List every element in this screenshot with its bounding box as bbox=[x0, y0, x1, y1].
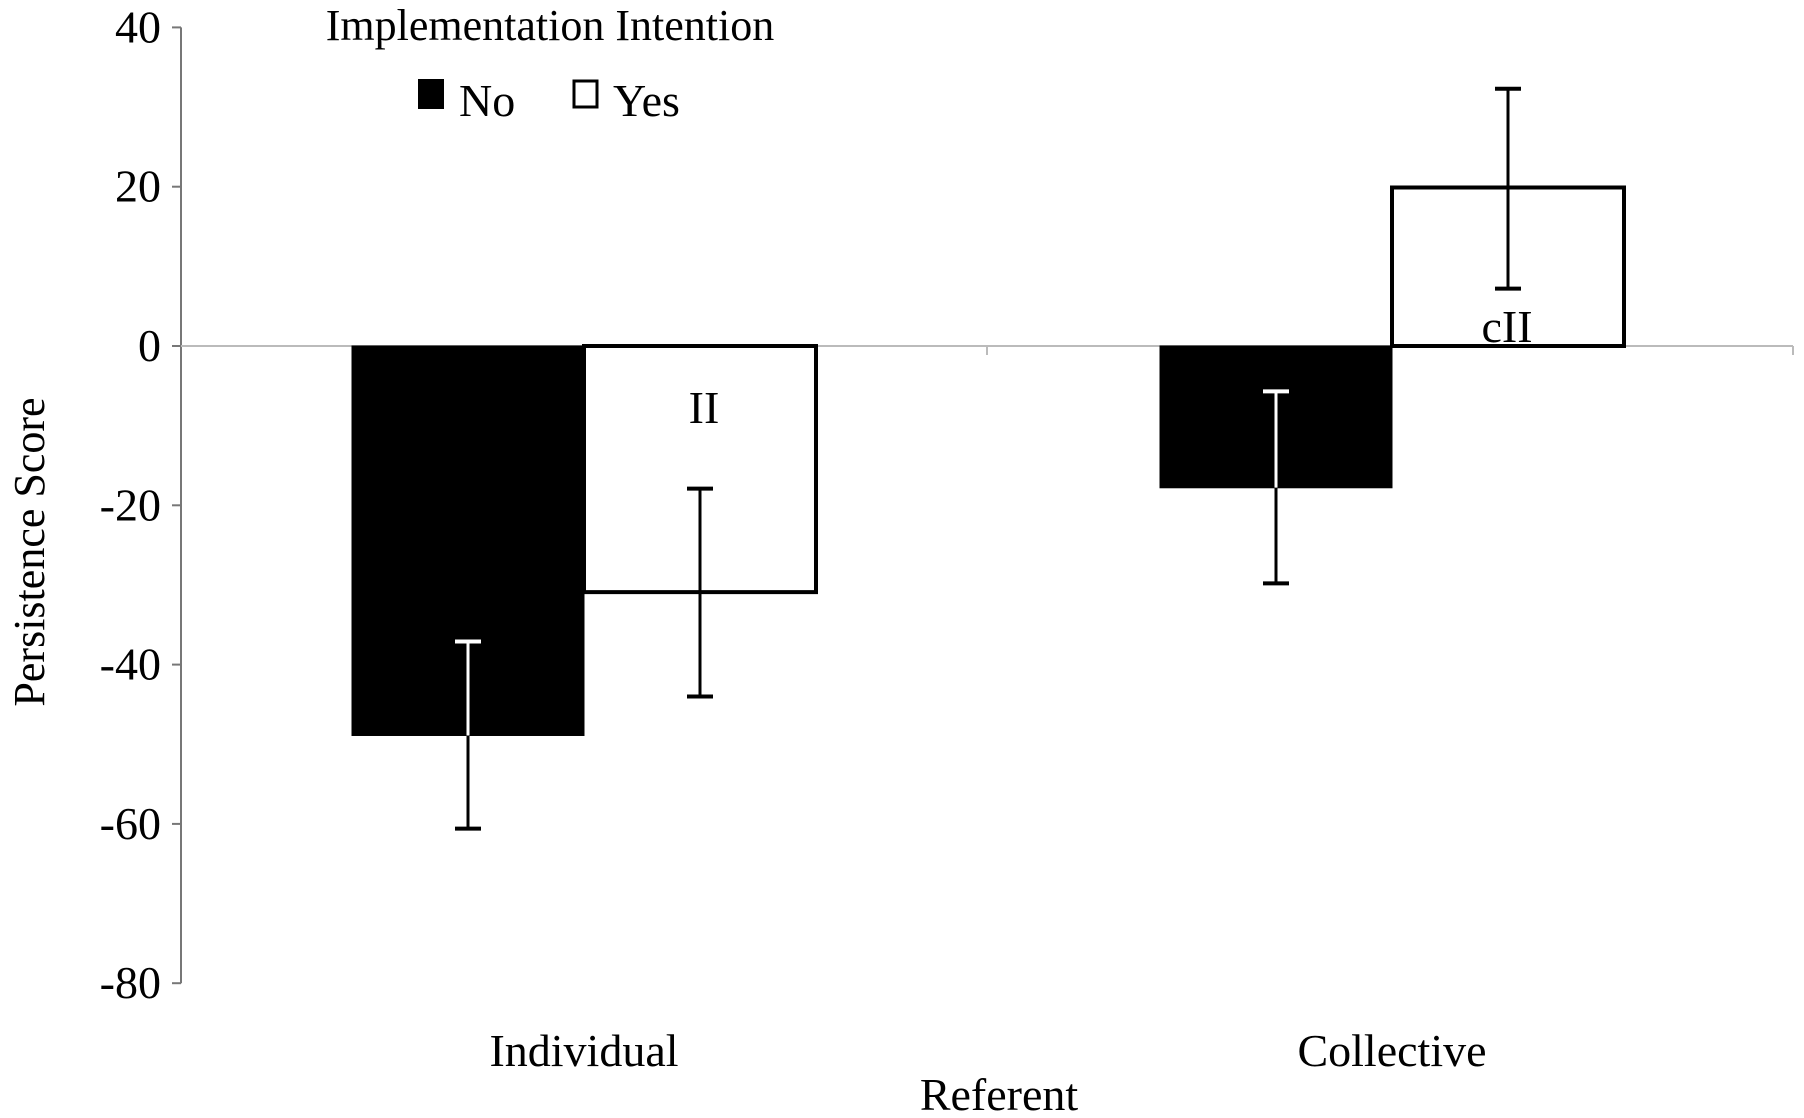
y-tick-label: -20 bbox=[100, 479, 161, 530]
annotation-cii: cII bbox=[1481, 301, 1532, 352]
legend-title: Implementation Intention bbox=[326, 1, 774, 50]
legend-swatch-yes bbox=[572, 79, 599, 109]
y-axis-title: Persistence Score bbox=[5, 397, 54, 706]
y-tick-label: 20 bbox=[115, 161, 161, 212]
y-tick-label: -80 bbox=[100, 957, 161, 1008]
annotation-ii: II bbox=[689, 382, 720, 433]
x-category-label: Collective bbox=[1297, 1025, 1486, 1076]
x-category-label: Individual bbox=[489, 1025, 678, 1076]
legend-swatch-no bbox=[418, 79, 444, 109]
legend-label-yes: Yes bbox=[613, 75, 680, 126]
x-axis-title: Referent bbox=[920, 1069, 1079, 1118]
y-tick-label: 40 bbox=[115, 1, 161, 52]
y-tick-label: -60 bbox=[100, 798, 161, 849]
legend-label-no: No bbox=[459, 75, 515, 126]
y-tick-label: 0 bbox=[138, 320, 161, 371]
y-tick-label: -40 bbox=[100, 639, 161, 690]
